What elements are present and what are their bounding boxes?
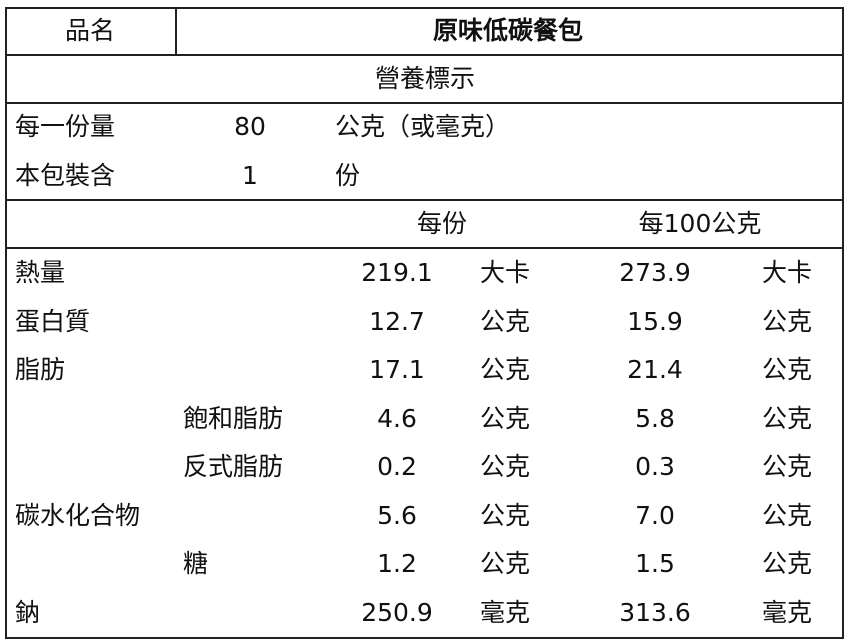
- divider: [5, 102, 844, 104]
- per-serving-value: 5.6: [377, 500, 417, 530]
- nutrient-subname: 反式脂肪: [183, 452, 284, 481]
- serving-value: 80: [234, 112, 266, 141]
- nutrient-name: 鈉: [15, 597, 41, 627]
- servings-value: 1: [242, 161, 258, 190]
- per-serving-value: 250.9: [361, 597, 433, 627]
- per-100g-value: 0.3: [635, 452, 675, 481]
- per-serving-value: 4.6: [377, 403, 417, 433]
- nutrient-subname: 飽和脂肪: [183, 403, 284, 433]
- per-serving-value: 17.1: [369, 355, 425, 384]
- per-serving-unit: 大卡: [479, 258, 531, 287]
- per-serving-unit: 毫克: [479, 597, 531, 627]
- per-serving-unit: 公克: [479, 452, 531, 481]
- per-100g-unit: 公克: [761, 549, 813, 578]
- per-serving-unit: 公克: [479, 355, 531, 384]
- per-100g-unit: 公克: [761, 355, 813, 384]
- per-100g-unit: 公克: [761, 403, 813, 433]
- per-100g-value: 15.9: [627, 306, 683, 336]
- divider: [5, 199, 844, 201]
- per-serving-value: 1.2: [377, 549, 417, 578]
- per-100g-unit: 公克: [761, 452, 813, 481]
- per-100g-unit: 毫克: [761, 597, 813, 627]
- product-name: 原味低碳餐包: [432, 16, 584, 45]
- per-100g-unit: 大卡: [761, 258, 813, 287]
- per-serving-unit: 公克: [479, 500, 531, 530]
- per-100g-value: 5.8: [635, 403, 675, 433]
- header-per-serving: 每份: [416, 209, 468, 238]
- per-serving-unit: 公克: [479, 549, 531, 578]
- per-serving-value: 12.7: [369, 306, 425, 336]
- nutrient-name: 脂肪: [15, 355, 66, 384]
- label-border: [5, 7, 844, 639]
- header-per-100g: 每100公克: [638, 209, 762, 238]
- product-label: 品名: [64, 16, 116, 45]
- nutrient-name: 熱量: [15, 258, 66, 287]
- per-100g-value: 1.5: [635, 549, 675, 578]
- serving-label: 每一份量: [15, 112, 116, 141]
- per-100g-value: 7.0: [635, 500, 675, 530]
- per-100g-unit: 公克: [761, 306, 813, 336]
- per-100g-value: 273.9: [619, 258, 691, 287]
- servings-label: 本包裝含: [15, 161, 116, 190]
- per-100g-value: 313.6: [619, 597, 691, 627]
- per-serving-unit: 公克: [479, 403, 531, 433]
- divider: [5, 247, 844, 249]
- nutrient-name: 蛋白質: [15, 306, 91, 336]
- serving-unit: 公克（或毫克）: [335, 112, 511, 141]
- nutrient-name: 碳水化合物: [15, 500, 141, 530]
- divider-vertical: [175, 7, 177, 55]
- label-title: 營養標示: [374, 64, 476, 93]
- per-serving-value: 219.1: [361, 258, 433, 287]
- per-100g-unit: 公克: [761, 500, 813, 530]
- per-serving-value: 0.2: [377, 452, 417, 481]
- per-100g-value: 21.4: [627, 355, 683, 384]
- per-serving-unit: 公克: [479, 306, 531, 336]
- divider: [5, 54, 844, 56]
- servings-unit: 份: [335, 161, 361, 190]
- nutrient-subname: 糖: [183, 549, 209, 578]
